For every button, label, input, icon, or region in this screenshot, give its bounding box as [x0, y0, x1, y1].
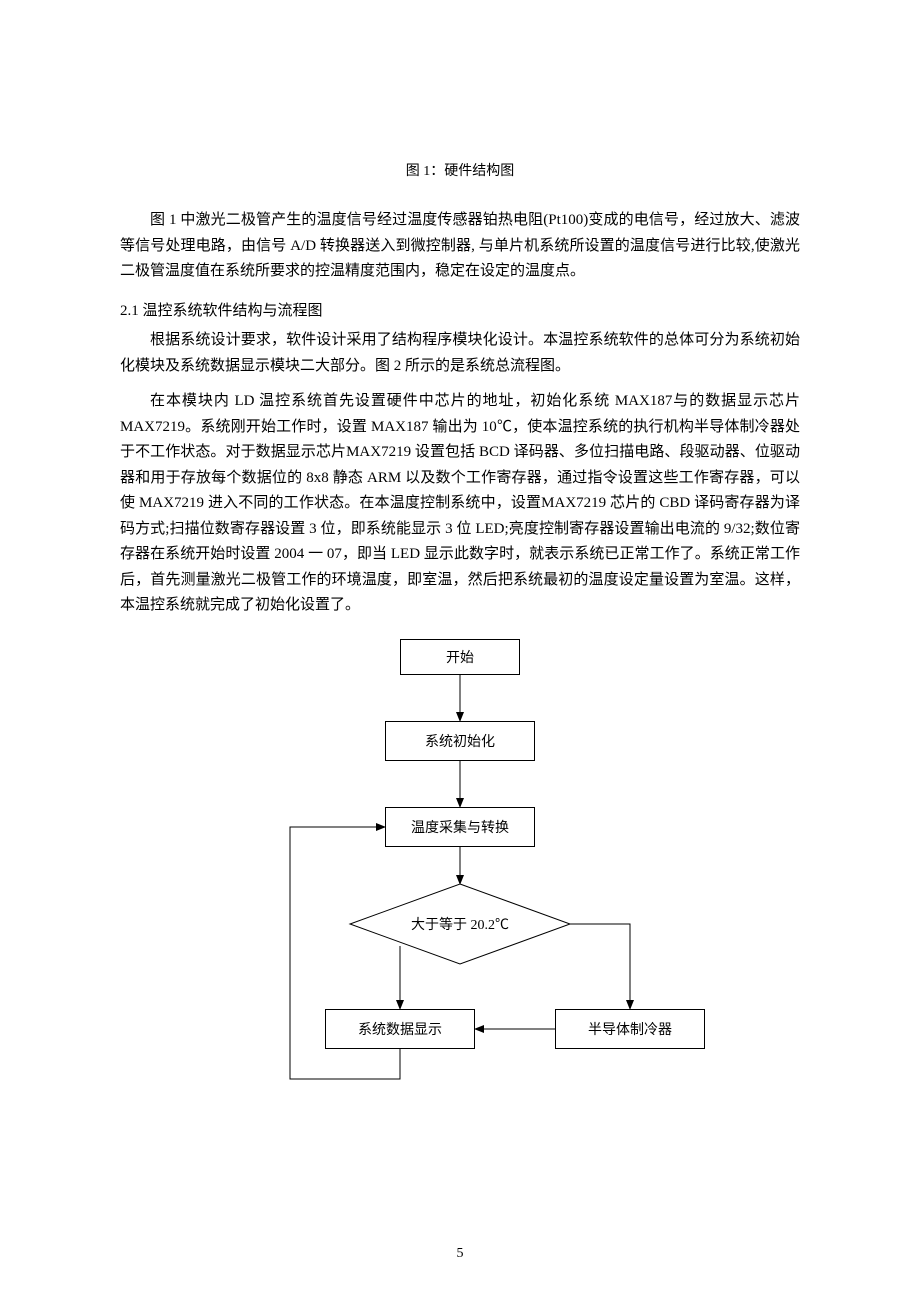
node-init-label: 系统初始化	[425, 731, 495, 751]
paragraph-3: 在本模块内 LD 温控系统首先设置硬件中芯片的地址，初始化系统 MAX187与的…	[120, 389, 800, 619]
node-collect-label: 温度采集与转换	[411, 817, 509, 837]
node-cooler: 半导体制冷器	[555, 1009, 705, 1049]
node-display: 系统数据显示	[325, 1009, 475, 1049]
node-display-label: 系统数据显示	[358, 1019, 442, 1039]
page-number: 5	[0, 1246, 920, 1262]
node-start: 开始	[400, 639, 520, 675]
flowchart: 开始 系统初始化 温度采集与转换 大于等于 20.2℃ 系统数据显示 半导体制冷…	[200, 639, 720, 1099]
section-heading: 2.1 温控系统软件结构与流程图	[120, 299, 800, 325]
edge-decision-cooler	[570, 924, 630, 1009]
node-collect: 温度采集与转换	[385, 807, 535, 847]
figure-caption-1: 图 1：硬件结构图	[120, 160, 800, 180]
node-decision: 大于等于 20.2℃	[350, 884, 570, 964]
node-cooler-label: 半导体制冷器	[588, 1019, 672, 1039]
node-decision-label: 大于等于 20.2℃	[411, 914, 509, 934]
node-init: 系统初始化	[385, 721, 535, 761]
paragraph-1: 图 1 中激光二极管产生的温度信号经过温度传感器铂热电阻(Pt100)变成的电信…	[120, 208, 800, 285]
node-start-label: 开始	[446, 647, 474, 667]
paragraph-2: 根据系统设计要求，软件设计采用了结构程序模块化设计。本温控系统软件的总体可分为系…	[120, 328, 800, 379]
